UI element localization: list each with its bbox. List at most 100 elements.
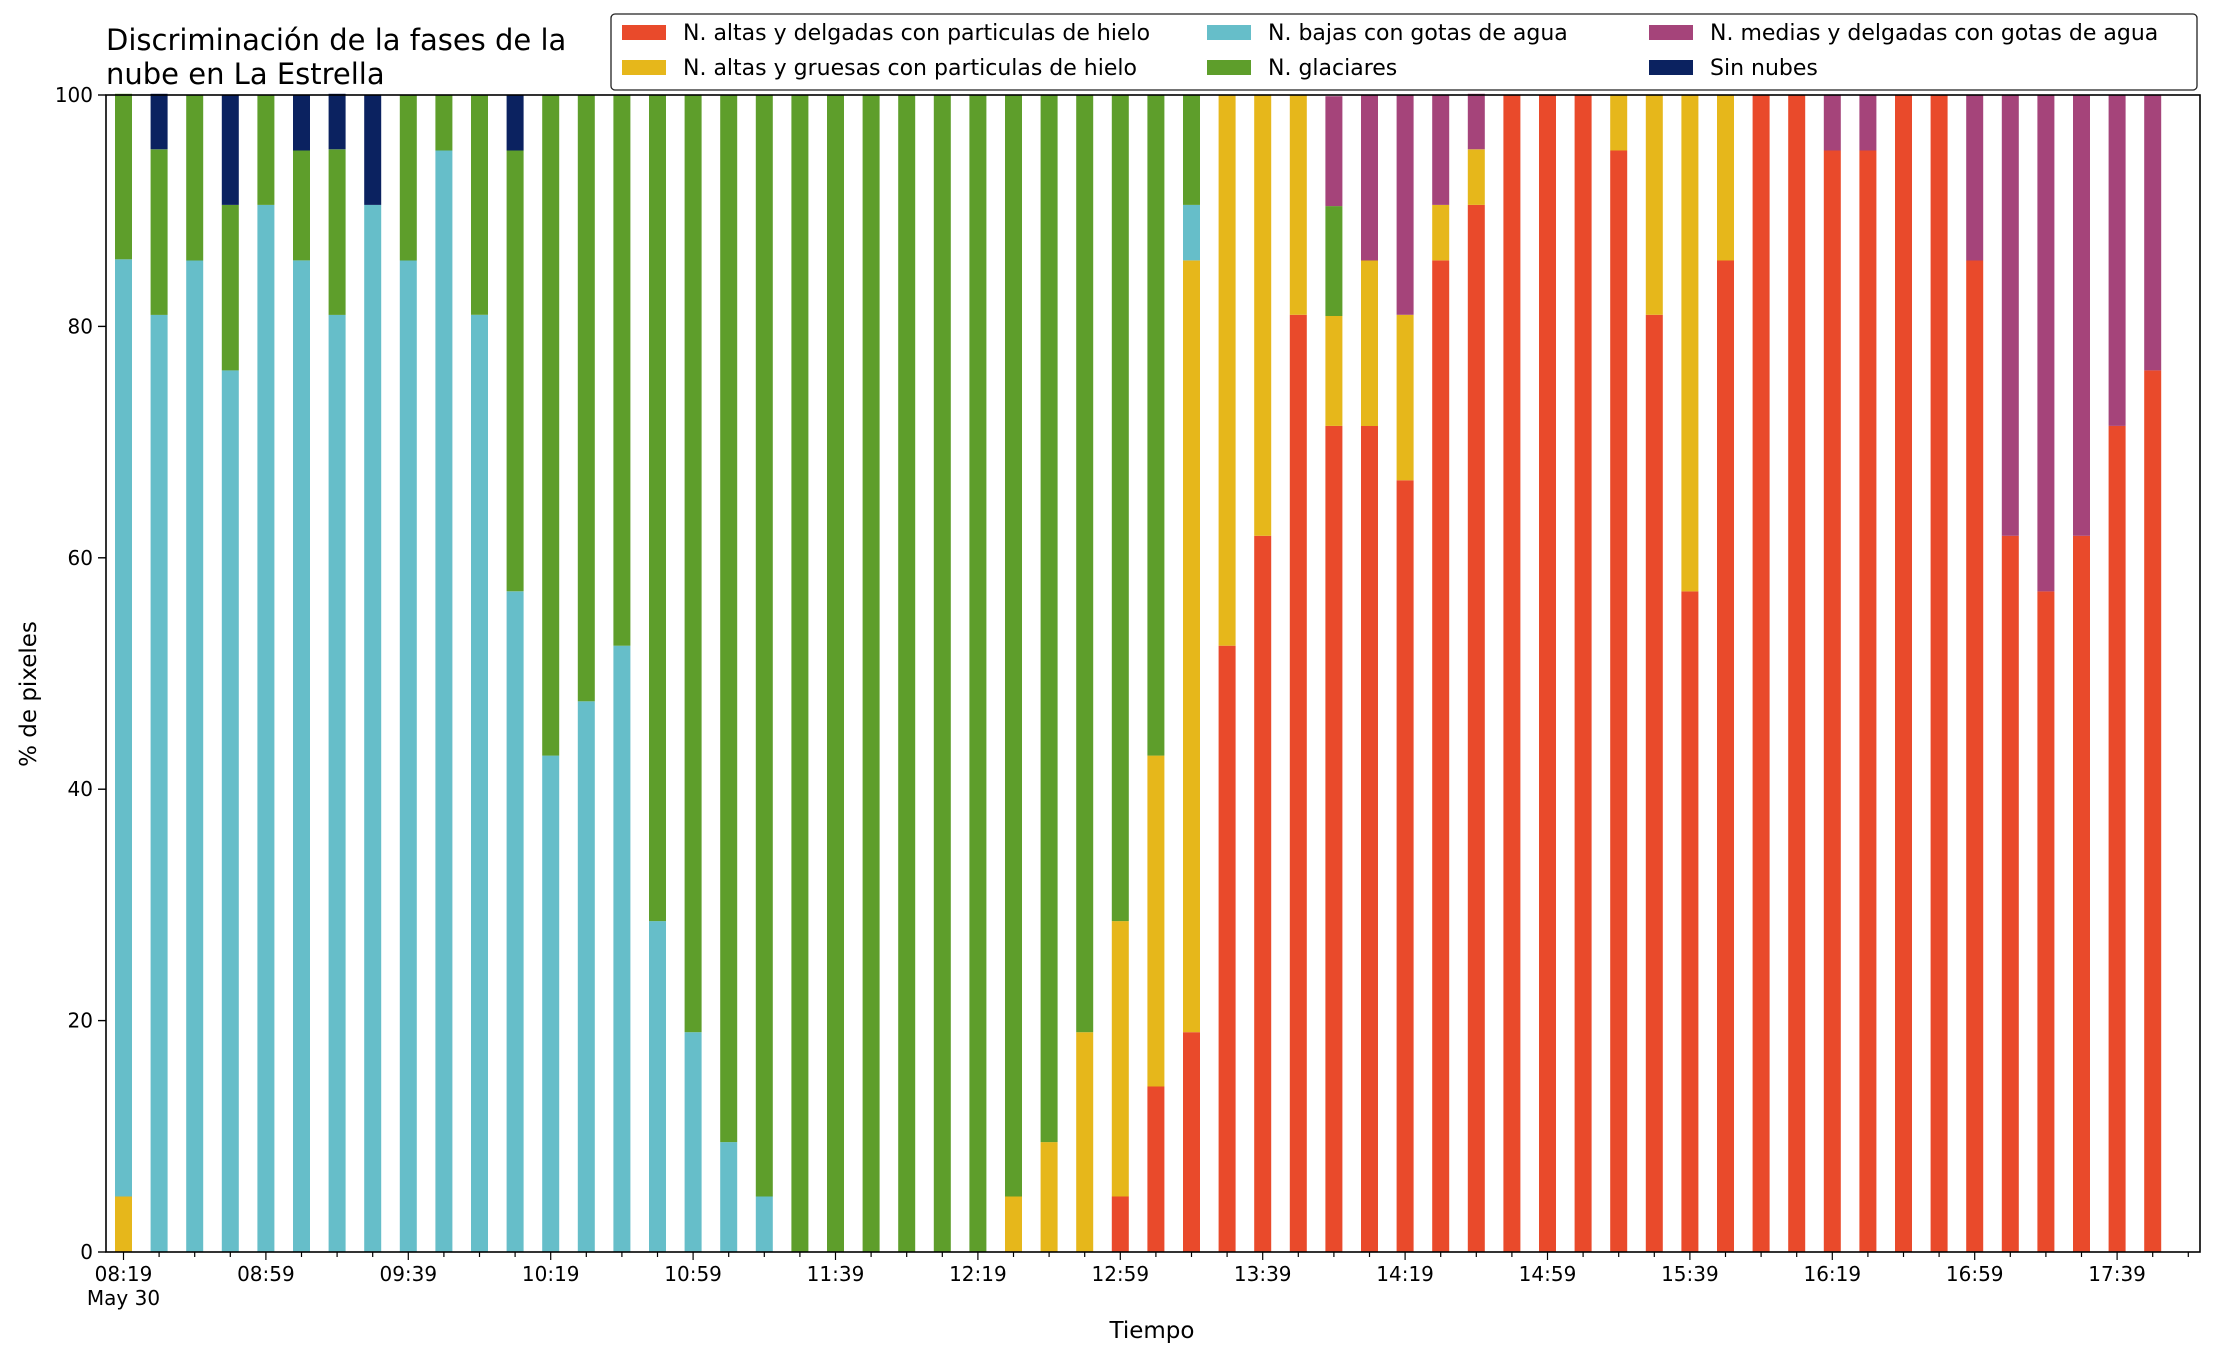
bar-segment-0-57 [2144,370,2162,1252]
bar-segment-0-49 [1859,150,1877,1252]
bar-segment-2-12 [542,755,560,1252]
bar-segment-0-46 [1752,95,1770,1252]
bar-segment-1-35 [1361,260,1378,426]
bar-segment-4-36 [1396,95,1414,315]
bar-segment-1-42 [1610,95,1628,151]
bar-segment-0-48 [1823,150,1841,1252]
legend-label: N. medias y delgadas con gotas de agua [1710,21,2158,46]
bar-segment-2-17 [720,1142,738,1252]
bar-segment-2-10 [471,314,488,1252]
bar-segment-1-29 [1147,755,1165,1087]
legend: N. altas y delgadas con particulas de hi… [610,13,2198,91]
y-tick-label: 60 [68,546,93,570]
x-tick-label: 15:39 [1661,1262,1719,1286]
bar-segment-2-15 [649,921,666,1252]
bar-segment-0-47 [1788,95,1806,1252]
legend-label: N. bajas con gotas de agua [1268,21,1568,46]
bar-segment-3-30 [1183,95,1200,205]
bar-segment-3-5 [293,150,310,261]
bar-segment-3-19 [791,95,809,1252]
bar-segment-0-38 [1467,204,1485,1252]
bar-segment-3-2 [186,95,204,261]
bar-segment-3-4 [257,95,275,205]
bar-segment-0-42 [1610,150,1628,1252]
bar-segment-3-6 [328,149,346,315]
y-tick-label: 20 [68,1009,93,1033]
bar-segment-3-17 [720,95,738,1143]
bar-segment-2-2 [186,260,204,1252]
bar-segment-0-34 [1325,425,1343,1252]
bar-segment-5-6 [328,93,346,150]
bar-segment-1-30 [1183,260,1200,1033]
x-tick-label: 17:39 [2088,1262,2146,1286]
bar-segment-1-0 [115,1196,132,1252]
bar-segment-0-29 [1147,1086,1165,1252]
x-tick-label: 09:39 [379,1262,437,1286]
bar-segment-3-24 [969,95,987,1252]
bar-segment-1-27 [1076,1032,1094,1252]
bar-segment-0-31 [1218,645,1236,1252]
bar-segment-2-16 [684,1032,702,1252]
bar-segment-0-36 [1396,480,1414,1252]
bar-segment-0-39 [1503,95,1521,1252]
bar-segment-3-9 [435,95,453,151]
x-date-label: May 30 [87,1286,160,1310]
bar-segment-3-20 [827,95,844,1252]
bar-segment-4-35 [1361,95,1378,261]
bar-segment-1-28 [1111,921,1129,1197]
bar-segment-2-3 [221,370,239,1252]
bar-segment-0-44 [1681,591,1699,1252]
x-tick-label: 10:19 [522,1262,580,1286]
bar-segment-3-15 [649,95,666,922]
bar-segment-1-44 [1681,95,1699,592]
bar-segment-3-18 [755,95,773,1197]
legend-swatch [1649,60,1693,75]
bar-segment-1-32 [1254,95,1272,536]
bar-segment-1-34 [1325,316,1343,426]
bar-segment-1-38 [1467,149,1485,205]
bar-segment-3-21 [862,95,880,1252]
bar-segment-3-29 [1147,95,1165,756]
x-tick-label: 10:59 [664,1262,722,1286]
legend-label: N. glaciares [1268,56,1397,81]
bar-segment-2-18 [755,1196,773,1252]
bar-segment-4-55 [2073,95,2090,536]
bar-segment-3-0 [115,93,132,260]
bar-segment-0-52 [1966,260,1984,1252]
bar-segment-3-27 [1076,95,1094,1033]
bar-segment-0-53 [2001,535,2019,1252]
y-axis-label: % de pixeles [16,621,42,767]
bar-segment-1-37 [1432,204,1450,261]
bar-segment-2-14 [613,645,631,1252]
bar-segment-0-55 [2073,535,2090,1252]
bar-segment-4-54 [2037,95,2055,592]
legend-label: N. altas y gruesas con particulas de hie… [683,56,1137,81]
bar-segment-3-16 [684,95,702,1033]
bar-segment-3-26 [1040,95,1058,1143]
plot-area [115,93,2162,1252]
legend-label: Sin nubes [1710,56,1818,81]
bar-segment-4-34 [1325,96,1343,207]
bar-segment-2-7 [364,204,382,1252]
x-tick-label: 16:19 [1803,1262,1861,1286]
bar-segment-0-51 [1930,95,1948,1252]
bar-segment-5-7 [364,95,382,205]
bar-segment-2-6 [328,314,346,1252]
bar-segment-2-0 [115,259,132,1197]
bar-segment-0-45 [1717,260,1734,1252]
bar-segment-1-43 [1645,95,1663,315]
legend-box [610,13,2198,91]
bar-segment-3-34 [1325,206,1343,316]
bar-segment-4-57 [2144,95,2162,371]
legend-swatch [622,60,666,75]
x-tick-label: 12:59 [1091,1262,1149,1286]
bar-segment-2-30 [1183,204,1200,261]
bar-segment-3-3 [221,204,239,371]
bar-segment-3-14 [613,95,631,646]
bar-segment-0-41 [1574,95,1592,1252]
bar-segment-3-28 [1111,95,1129,922]
x-tick-label: 16:59 [1946,1262,2004,1286]
bar-segment-3-8 [399,95,417,261]
bar-segment-3-1 [150,149,168,315]
